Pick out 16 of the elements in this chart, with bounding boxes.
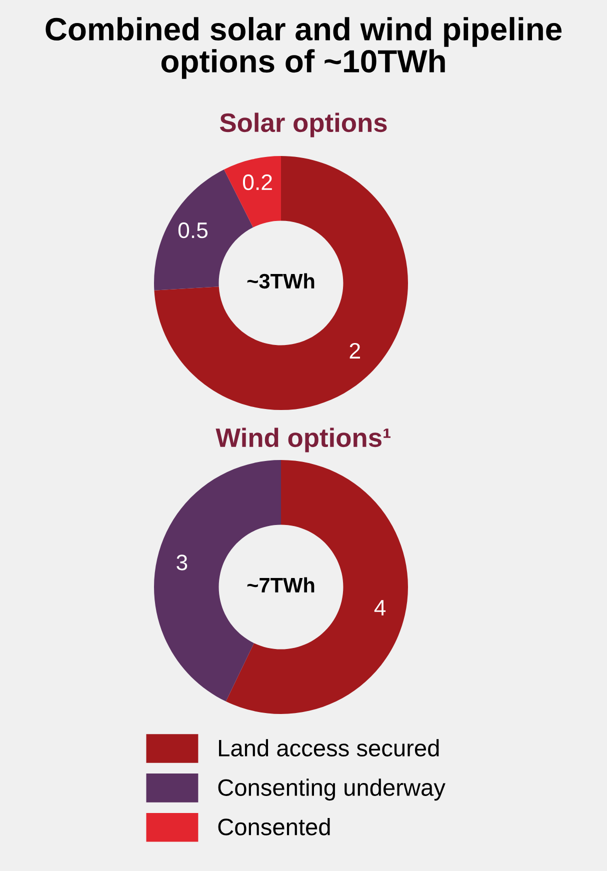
data-label: 3 <box>176 554 188 570</box>
data-label: 4 <box>374 600 386 616</box>
text: ~7TWh <box>247 577 314 592</box>
data-label: 2 <box>350 342 360 358</box>
donut-slice <box>226 460 408 714</box>
legend-label: Consented <box>218 818 330 836</box>
data-label: 0.5 <box>178 222 208 238</box>
legend-label: Consenting underway <box>218 778 446 801</box>
donut-slice <box>224 156 281 228</box>
chart-title: Wind options¹ <box>216 428 390 452</box>
data-label: 0.2 <box>242 174 272 190</box>
chart-subtitle: Solar options <box>220 112 387 138</box>
chart-title: Combined solar and wind pipeline options of ~10TWh <box>46 17 562 79</box>
text: ~3TWh <box>247 273 314 289</box>
donut-slice <box>154 156 408 410</box>
legend-label: Land access secured <box>219 739 439 757</box>
